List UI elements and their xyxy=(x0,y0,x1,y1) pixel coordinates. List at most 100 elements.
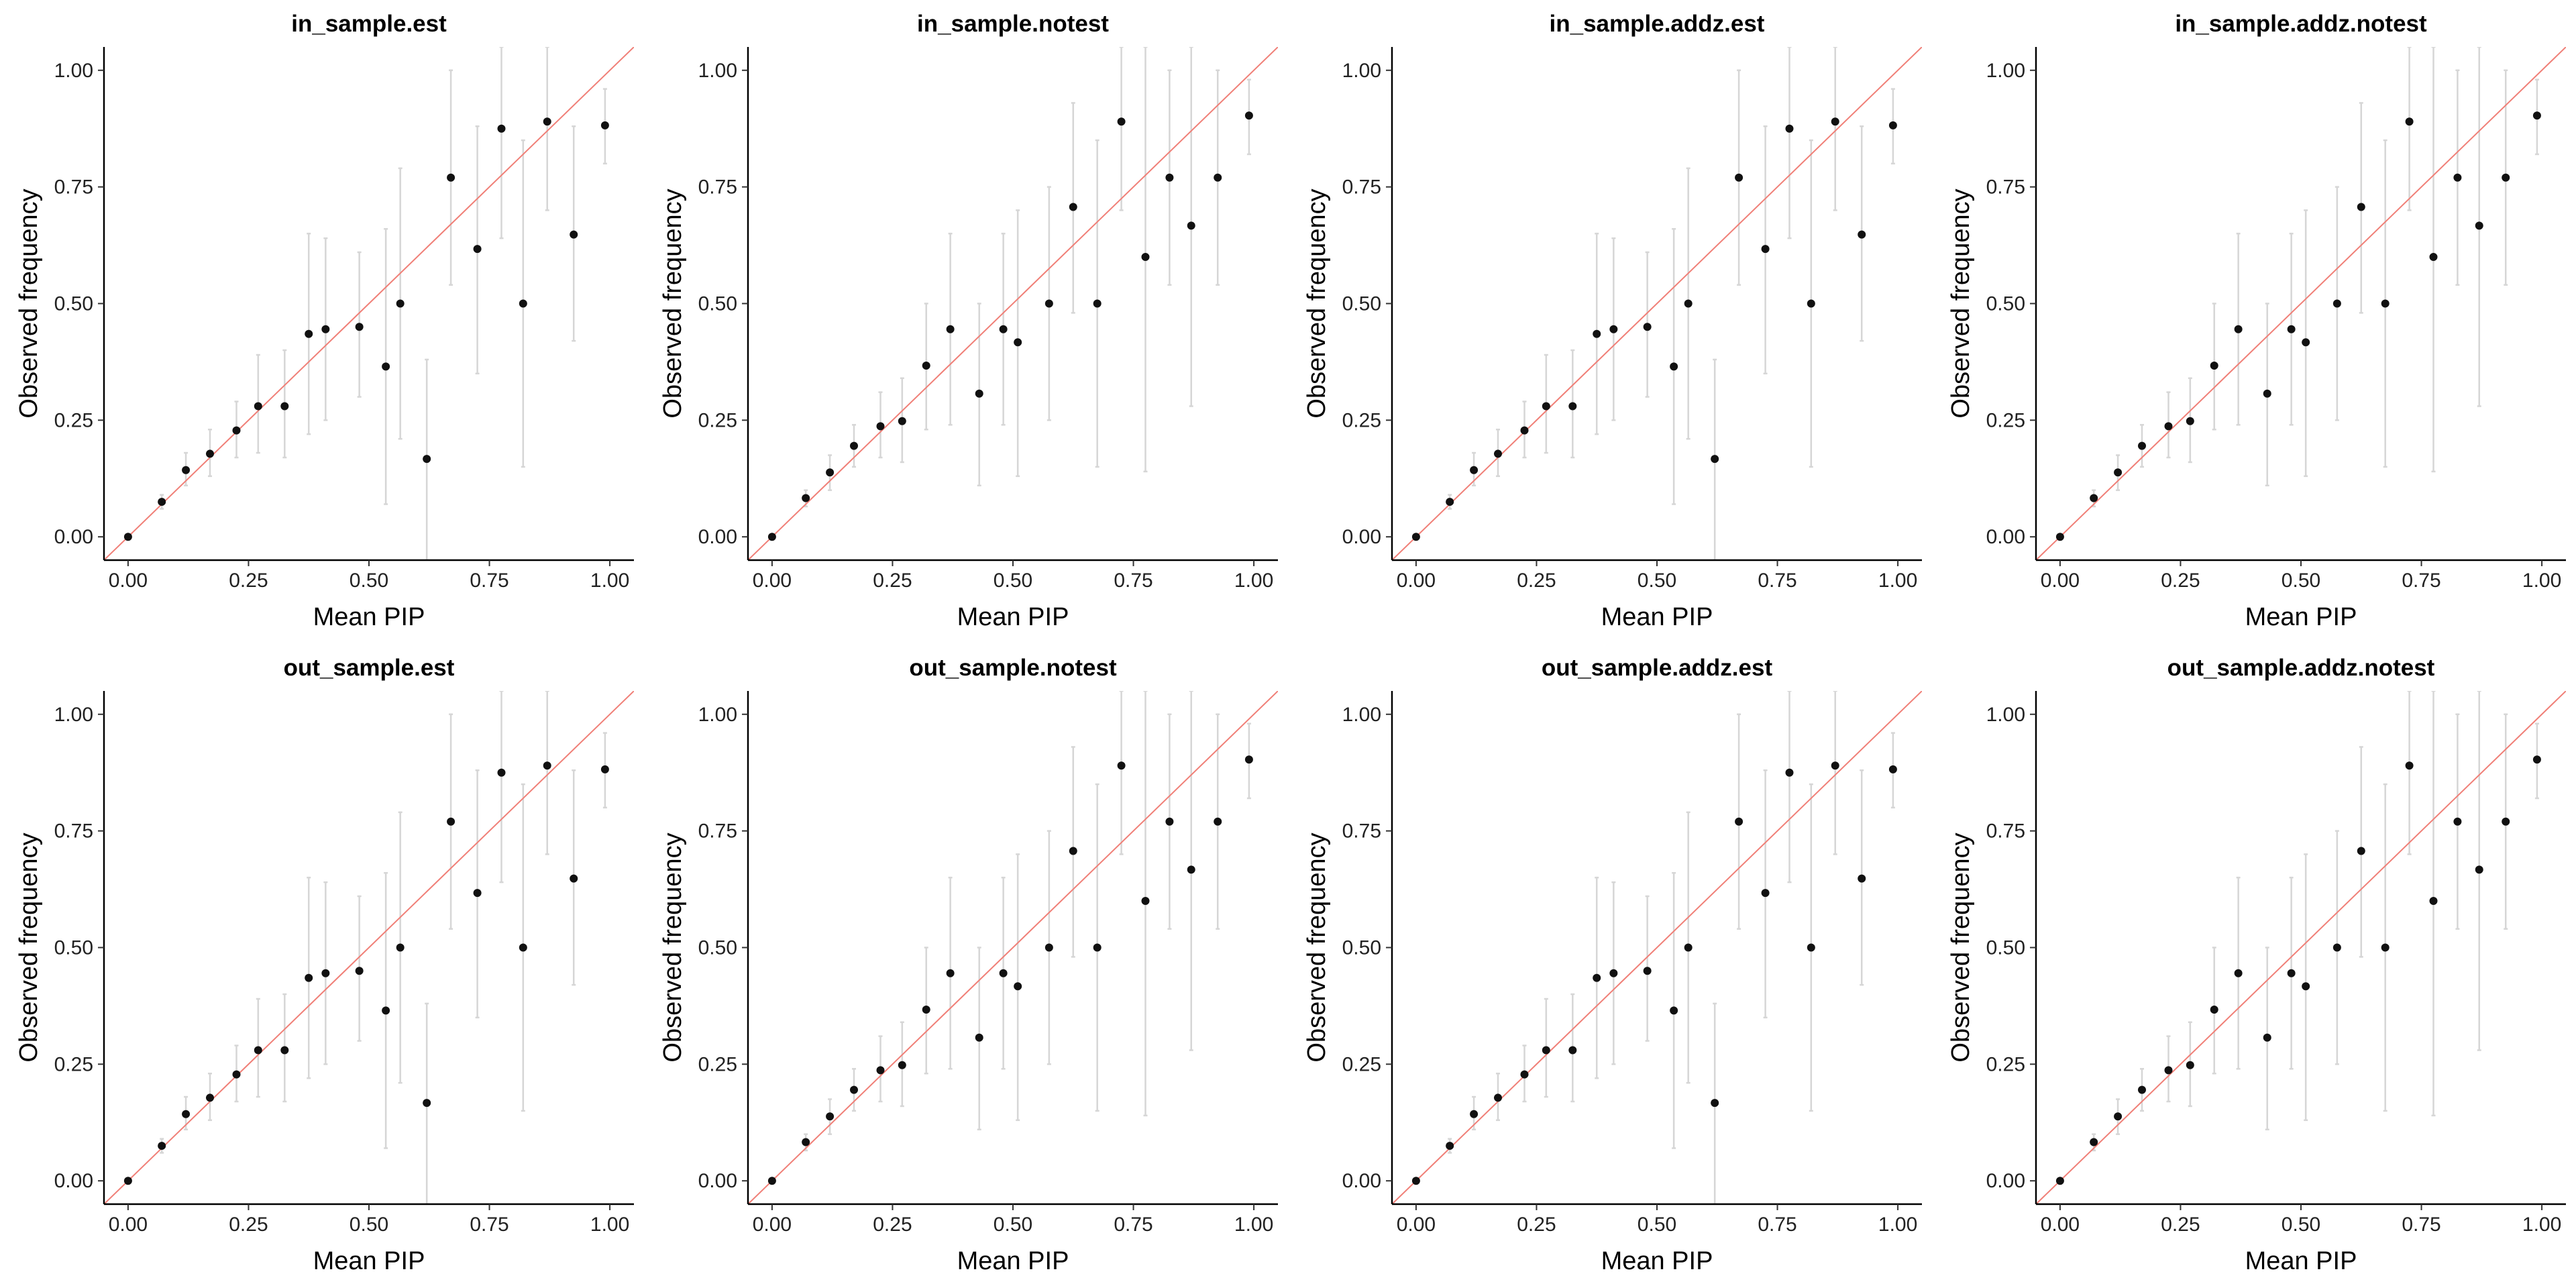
x-axis-label: Mean PIP xyxy=(957,603,1069,631)
data-point xyxy=(2055,1177,2064,1185)
error-bar xyxy=(499,47,504,239)
y-tick-label: 0.25 xyxy=(698,409,737,431)
x-tick-label: 0.25 xyxy=(2161,570,2200,592)
reference-line xyxy=(2036,691,2566,1204)
data-point xyxy=(946,969,955,977)
x-tick-label: 1.00 xyxy=(1878,1214,1917,1236)
x-tick-label: 1.00 xyxy=(1878,570,1917,592)
reference-line xyxy=(1392,47,1922,560)
chart-svg: in_sample.addz.notest 0.00 0.25 0.50 0.75 1.0… xyxy=(1947,11,2566,631)
data-point xyxy=(182,1110,191,1118)
y-tick-label: 0.25 xyxy=(54,409,93,431)
reference-line xyxy=(1392,691,1922,1204)
x-tick-label: 0.00 xyxy=(753,1214,792,1236)
data-point xyxy=(2357,203,2365,211)
data-point xyxy=(898,417,906,425)
data-point xyxy=(2381,943,2390,952)
x-tick-label: 0.00 xyxy=(2041,570,2080,592)
error-bar xyxy=(1119,47,1124,211)
data-points xyxy=(2055,755,2541,1185)
data-point xyxy=(232,426,241,435)
y-tick-label: 0.25 xyxy=(1986,1053,2025,1075)
data-point xyxy=(1069,847,1077,855)
data-point xyxy=(396,299,405,308)
data-point xyxy=(2287,325,2296,333)
data-point xyxy=(2138,1085,2146,1094)
data-point xyxy=(2210,1005,2218,1014)
data-point xyxy=(2090,1138,2098,1146)
data-point xyxy=(600,765,609,773)
y-tick-label: 0.50 xyxy=(1342,293,1381,315)
data-point xyxy=(2453,173,2462,182)
data-point xyxy=(2164,422,2173,431)
x-tick-label: 0.50 xyxy=(350,1214,388,1236)
x-tick-label: 0.75 xyxy=(1758,1214,1796,1236)
x-tick-label: 0.00 xyxy=(109,570,148,592)
data-point xyxy=(1761,245,1770,254)
data-point xyxy=(2263,389,2271,398)
error-bar xyxy=(1833,691,1837,855)
error-bars xyxy=(1448,691,1895,1204)
y-tick-label: 0.25 xyxy=(54,1053,93,1075)
data-point xyxy=(1542,402,1550,411)
data-point xyxy=(767,1177,776,1185)
y-tick-label: 0.50 xyxy=(54,293,93,315)
y-tick-label: 0.75 xyxy=(1986,176,2025,199)
data-point xyxy=(1014,982,1022,991)
y-tick-label: 1.00 xyxy=(1986,60,2025,82)
x-tick-label: 0.75 xyxy=(2402,1214,2440,1236)
data-point xyxy=(826,468,835,477)
data-point xyxy=(2234,969,2243,977)
data-point xyxy=(2502,173,2510,182)
x-axis-label: Mean PIP xyxy=(2245,1247,2357,1275)
data-point xyxy=(1735,173,1743,182)
reference-line xyxy=(2036,47,2566,560)
x-tick-label: 0.75 xyxy=(1114,570,1152,592)
y-tick-label: 1.00 xyxy=(54,704,93,726)
data-point xyxy=(1761,889,1770,898)
data-point xyxy=(2234,325,2243,333)
x-tick-label: 0.75 xyxy=(1758,570,1796,592)
data-point xyxy=(355,323,364,331)
data-point xyxy=(1807,943,1815,952)
x-tick-label: 0.50 xyxy=(994,1214,1032,1236)
data-point xyxy=(123,1177,132,1185)
data-point xyxy=(1214,817,1222,826)
data-point xyxy=(1593,973,1601,982)
data-point xyxy=(1494,449,1502,458)
data-point xyxy=(1141,252,1150,261)
y-tick-label: 1.00 xyxy=(698,704,737,726)
error-bars xyxy=(2092,47,2539,508)
x-tick-label: 0.25 xyxy=(229,1214,268,1236)
error-bars xyxy=(804,691,1251,1152)
data-point xyxy=(2114,468,2123,477)
data-point xyxy=(447,173,455,182)
x-tick-label: 0.50 xyxy=(994,570,1032,592)
y-axis-label: Observed frequency xyxy=(1947,189,1975,418)
data-point xyxy=(1494,1093,1502,1102)
x-tick-label: 0.25 xyxy=(229,570,268,592)
data-point xyxy=(1093,299,1102,308)
data-point xyxy=(1187,221,1195,230)
y-axis-label: Observed frequency xyxy=(1303,833,1331,1062)
x-tick-label: 0.25 xyxy=(873,570,912,592)
data-point xyxy=(123,533,132,541)
data-point xyxy=(1165,817,1174,826)
x-tick-label: 1.00 xyxy=(590,570,629,592)
x-axis-label: Mean PIP xyxy=(1601,1247,1713,1275)
error-bar xyxy=(2407,691,2412,855)
data-point xyxy=(2164,1066,2173,1075)
x-tick-label: 0.75 xyxy=(470,1214,508,1236)
chart-panel: in_sample.addz.est 0.00 0.25 0.50 0.75 1.00 0.… xyxy=(1288,0,1932,644)
data-point xyxy=(1446,498,1454,506)
data-point xyxy=(1858,230,1866,239)
data-point xyxy=(1568,1046,1577,1055)
x-axis-label: Mean PIP xyxy=(2245,603,2357,631)
x-tick-label: 0.50 xyxy=(350,570,388,592)
chart-panel: out_sample.notest 0.00 0.25 0.50 0.75 1.00 0.0… xyxy=(644,644,1288,1288)
chart-title: out_sample.notest xyxy=(909,655,1117,681)
data-point xyxy=(2532,111,2541,120)
x-tick-label: 1.00 xyxy=(1234,1214,1273,1236)
y-axis-label: Observed frequency xyxy=(659,189,687,418)
